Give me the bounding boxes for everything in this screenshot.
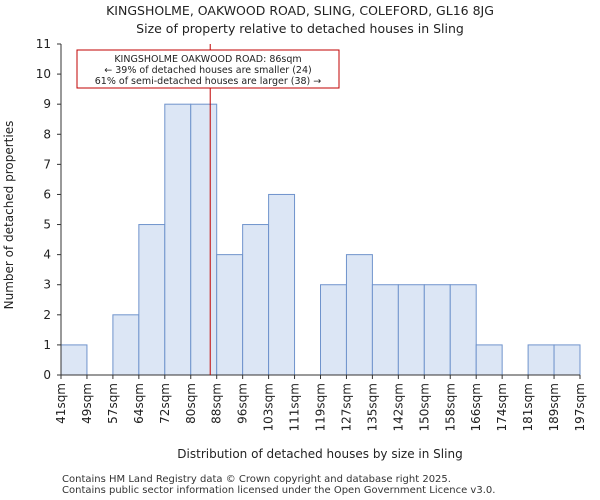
bar-103sqm xyxy=(268,193,296,376)
bar-166sqm xyxy=(475,344,503,376)
y-tick-label: 8 xyxy=(43,127,51,141)
annotation-box: KINGSHOLME OAKWOOD ROAD: 86sqm← 39% of d… xyxy=(76,49,340,89)
y-tick-label: 5 xyxy=(43,218,51,232)
annotation-line: 61% of semi-detached houses are larger (… xyxy=(95,76,322,87)
bar-189sqm xyxy=(553,344,581,376)
x-tick-label: 197sqm xyxy=(573,383,587,431)
x-tick-label: 96sqm xyxy=(236,383,250,424)
footer-licence: Contains public sector information licen… xyxy=(62,485,496,496)
y-axis-label: Number of detached properties xyxy=(2,121,16,310)
x-tick-label: 72sqm xyxy=(158,383,172,424)
x-tick-label: 135sqm xyxy=(365,383,379,431)
annotation-line: KINGSHOLME OAKWOOD ROAD: 86sqm xyxy=(114,54,301,65)
bar-80sqm xyxy=(190,103,218,376)
chart-title: KINGSHOLME, OAKWOOD ROAD, SLING, COLEFOR… xyxy=(106,3,494,18)
bar-64sqm xyxy=(138,224,166,376)
x-tick-label: 189sqm xyxy=(547,383,561,431)
bar-142sqm xyxy=(397,284,425,376)
bar-150sqm xyxy=(423,284,451,376)
x-tick-label: 64sqm xyxy=(132,383,146,424)
x-tick-label: 150sqm xyxy=(417,383,431,431)
annotation-frame xyxy=(76,49,340,89)
y-tick-label: 4 xyxy=(43,248,51,262)
y-tick-label: 3 xyxy=(43,278,51,292)
y-tick-label: 7 xyxy=(43,157,51,171)
x-tick-label: 111sqm xyxy=(288,383,302,431)
y-tick-label: 10 xyxy=(36,67,51,81)
y-tick-label: 6 xyxy=(43,187,51,201)
x-axis-label: Distribution of detached houses by size … xyxy=(177,447,462,461)
footer-copyright: Contains HM Land Registry data © Crown c… xyxy=(62,474,451,485)
x-tick-label: 181sqm xyxy=(521,383,535,431)
x-tick-label: 103sqm xyxy=(262,383,276,431)
x-tick-label: 88sqm xyxy=(210,383,224,424)
x-tick-label: 80sqm xyxy=(184,383,198,424)
y-tick-label: 11 xyxy=(36,37,51,51)
bar-127sqm xyxy=(345,254,373,376)
x-tick-label: 127sqm xyxy=(339,383,353,431)
bar-181sqm xyxy=(527,344,555,376)
x-tick-label: 41sqm xyxy=(54,383,68,424)
annotation-line: ← 39% of detached houses are smaller (24… xyxy=(104,65,311,76)
y-tick-label: 1 xyxy=(43,338,51,352)
bar-158sqm xyxy=(449,284,477,376)
x-tick-label: 57sqm xyxy=(106,383,120,424)
x-tick-label: 49sqm xyxy=(80,383,94,424)
x-tick-label: 142sqm xyxy=(391,383,405,431)
x-tick-label: 166sqm xyxy=(469,383,483,431)
bar-88sqm xyxy=(216,254,244,376)
chart-subtitle: Size of property relative to detached ho… xyxy=(136,21,464,36)
x-tick-label: 158sqm xyxy=(443,383,457,431)
bar-72sqm xyxy=(164,103,192,376)
x-tick-label: 119sqm xyxy=(314,383,328,431)
bar-57sqm xyxy=(112,314,140,376)
x-tick-label: 174sqm xyxy=(495,383,509,431)
y-tick-label: 2 xyxy=(43,308,51,322)
bar-135sqm xyxy=(371,284,399,376)
bar-96sqm xyxy=(242,224,270,376)
bar-41sqm xyxy=(60,344,88,376)
bar-119sqm xyxy=(320,284,347,376)
y-tick-label: 0 xyxy=(43,368,51,382)
y-tick-label: 9 xyxy=(43,97,51,111)
